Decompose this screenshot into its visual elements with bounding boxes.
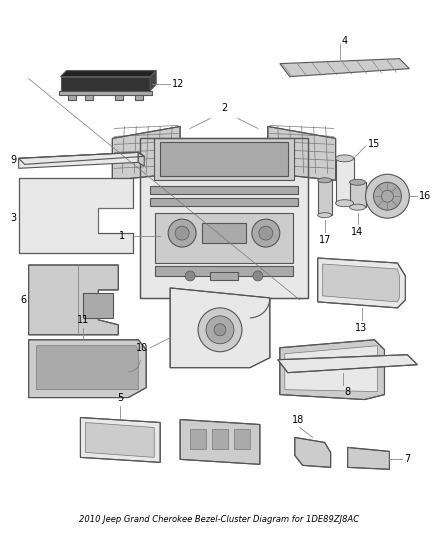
Polygon shape: [138, 152, 144, 166]
Circle shape: [259, 226, 273, 240]
Polygon shape: [350, 182, 366, 207]
Ellipse shape: [350, 179, 366, 185]
Polygon shape: [278, 355, 417, 373]
Polygon shape: [285, 346, 378, 392]
Text: 7: 7: [404, 455, 411, 464]
Polygon shape: [37, 346, 138, 390]
Bar: [190, 430, 206, 449]
Bar: [234, 430, 250, 449]
Text: 1: 1: [119, 231, 125, 241]
Polygon shape: [60, 77, 150, 91]
Text: 6: 6: [21, 295, 27, 305]
Bar: [202, 223, 246, 243]
Ellipse shape: [318, 178, 332, 183]
Circle shape: [175, 226, 189, 240]
Polygon shape: [60, 71, 156, 77]
Text: 13: 13: [355, 323, 367, 333]
Text: 12: 12: [172, 78, 184, 88]
Polygon shape: [28, 340, 146, 398]
Polygon shape: [336, 158, 353, 203]
Polygon shape: [81, 417, 160, 462]
Bar: [83, 293, 113, 318]
Polygon shape: [295, 438, 331, 467]
Bar: [154, 139, 294, 180]
Text: 15: 15: [367, 140, 380, 149]
Text: 14: 14: [351, 227, 364, 237]
Text: 2010 Jeep Grand Cherokee Bezel-Cluster Diagram for 1DE89ZJ8AC: 2010 Jeep Grand Cherokee Bezel-Cluster D…: [79, 515, 359, 524]
Text: 18: 18: [292, 416, 304, 425]
Bar: [155, 213, 293, 263]
Polygon shape: [318, 258, 406, 308]
Polygon shape: [180, 419, 260, 464]
Bar: [85, 94, 93, 100]
Text: 5: 5: [117, 393, 124, 402]
Polygon shape: [280, 59, 410, 77]
Polygon shape: [19, 178, 133, 253]
Polygon shape: [19, 152, 138, 168]
Text: 9: 9: [11, 155, 17, 165]
Text: 2: 2: [221, 103, 227, 114]
Text: 4: 4: [342, 36, 348, 46]
Ellipse shape: [350, 204, 366, 210]
Polygon shape: [280, 340, 385, 400]
Text: 11: 11: [77, 315, 89, 325]
Circle shape: [366, 174, 410, 218]
Polygon shape: [28, 265, 118, 335]
Polygon shape: [19, 152, 144, 164]
Polygon shape: [150, 71, 156, 91]
Bar: [160, 142, 288, 176]
Text: 8: 8: [345, 386, 351, 397]
Circle shape: [206, 316, 234, 344]
Bar: [212, 430, 228, 449]
Text: 16: 16: [419, 191, 431, 201]
Text: 3: 3: [11, 213, 17, 223]
Polygon shape: [268, 126, 336, 180]
Polygon shape: [59, 91, 152, 94]
Polygon shape: [140, 139, 308, 298]
Circle shape: [198, 308, 242, 352]
Circle shape: [252, 219, 280, 247]
Ellipse shape: [318, 213, 332, 217]
Ellipse shape: [336, 200, 353, 207]
Bar: [155, 266, 293, 276]
Circle shape: [168, 219, 196, 247]
Text: 10: 10: [136, 343, 148, 353]
Circle shape: [253, 271, 263, 281]
Bar: [135, 94, 143, 100]
Polygon shape: [85, 423, 154, 457]
Bar: [210, 272, 238, 280]
Circle shape: [214, 324, 226, 336]
Circle shape: [185, 271, 195, 281]
Polygon shape: [170, 288, 270, 368]
Bar: [115, 94, 124, 100]
Bar: [150, 198, 298, 206]
Bar: [150, 186, 298, 194]
Polygon shape: [348, 447, 389, 470]
Ellipse shape: [336, 155, 353, 162]
Bar: [68, 94, 77, 100]
Circle shape: [381, 190, 393, 202]
Polygon shape: [323, 264, 399, 302]
Text: 17: 17: [318, 235, 331, 245]
Polygon shape: [318, 180, 332, 215]
Circle shape: [374, 182, 401, 210]
Polygon shape: [112, 126, 180, 180]
